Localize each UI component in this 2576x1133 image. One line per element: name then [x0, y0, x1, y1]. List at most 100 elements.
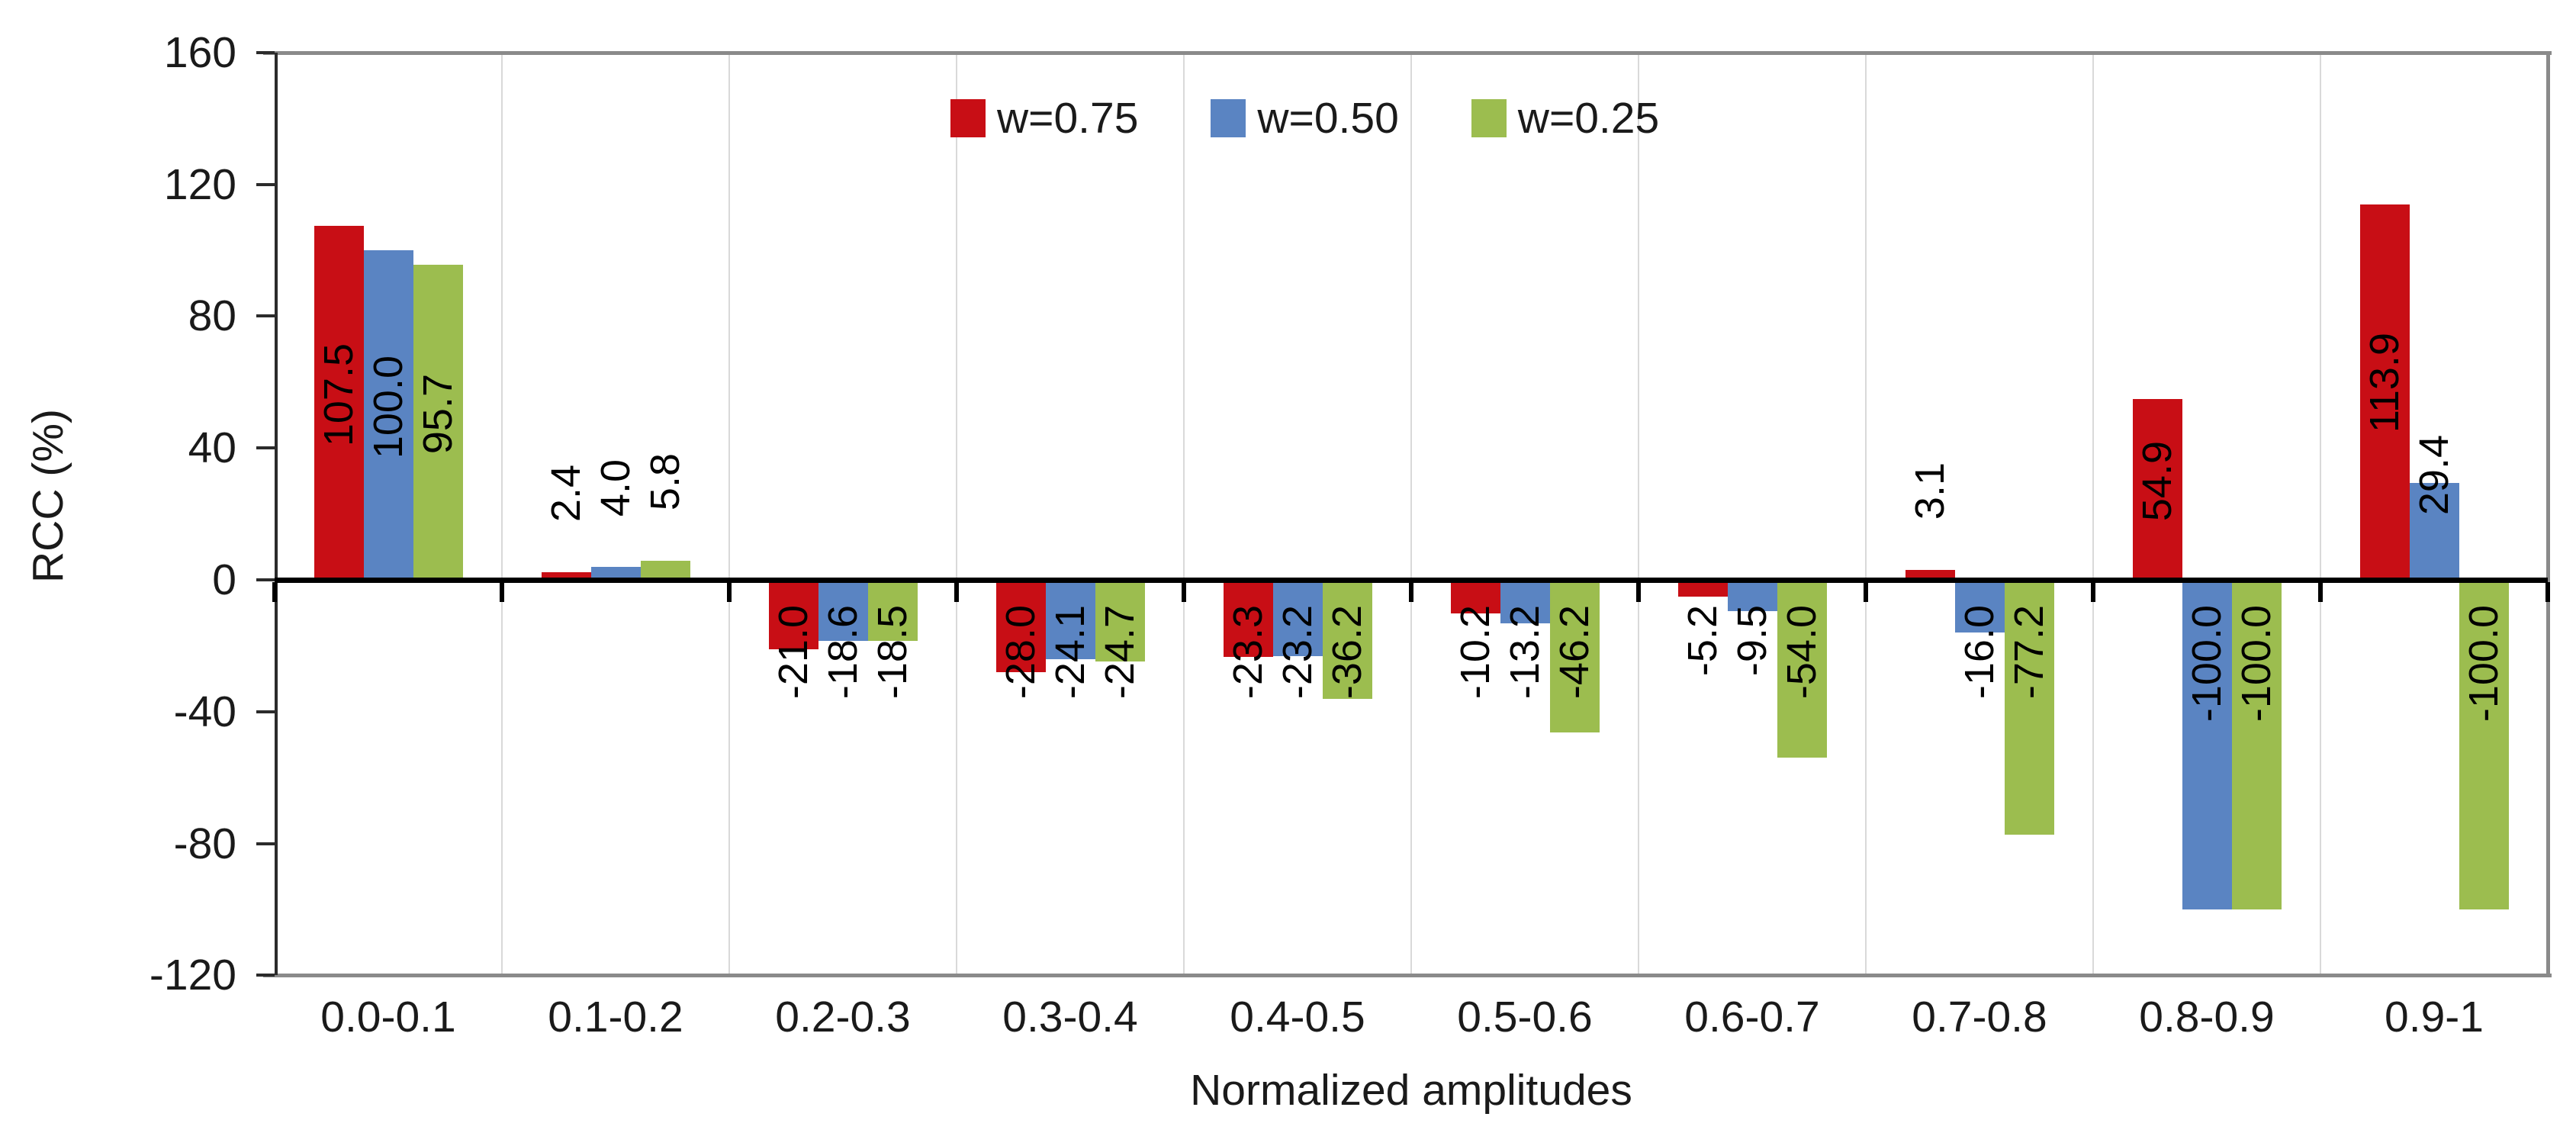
bar-data-label: -36.2	[1324, 605, 1370, 700]
x-axis-tick	[2091, 582, 2095, 602]
bar-w=0.50-0.0-0.1	[363, 250, 413, 580]
bar-w=0.25-0.7-0.8	[2004, 580, 2054, 835]
y-axis-tick	[256, 314, 275, 318]
category-gridline	[956, 53, 957, 975]
y-tick-label: -40	[173, 687, 236, 736]
category-gridline	[501, 53, 503, 975]
plot-border-right	[2546, 53, 2550, 977]
bar-w=0.50-0.5-0.6	[1500, 580, 1550, 624]
bar-w=0.50-0.4-0.5	[1272, 580, 1323, 657]
x-axis-tick	[1864, 582, 1868, 602]
bar-data-label: -16.0	[1957, 605, 2002, 700]
bar-data-label: -23.2	[1275, 605, 1320, 700]
plot-border-bottom	[263, 974, 2552, 977]
bar-w=0.50-0.6-0.7	[1727, 580, 1777, 612]
category-gridline	[728, 53, 730, 975]
y-tick-label: 0	[212, 555, 236, 604]
bar-w=0.50-0.9-1	[2409, 482, 2459, 580]
bar-data-label: -5.2	[1680, 605, 1725, 677]
bar-data-label: 107.5	[316, 343, 362, 446]
y-axis-tick	[256, 578, 275, 581]
x-category-label: 0.0-0.1	[320, 993, 456, 1041]
bar-w=0.25-0.9-1	[2459, 580, 2509, 909]
bar-data-label: 2.4	[543, 464, 589, 522]
y-axis-tick	[256, 710, 275, 713]
y-axis-tick	[256, 446, 275, 450]
legend-item-w=0.75: w=0.75	[950, 93, 1138, 143]
x-category-label: 0.4-0.5	[1230, 993, 1365, 1041]
bar-data-label: -100.0	[2184, 605, 2230, 723]
y-axis-tick	[256, 182, 275, 186]
bar-w=0.75-0.9-1	[2359, 204, 2410, 580]
bar-data-label: 54.9	[2134, 441, 2180, 522]
y-axis-tick	[256, 842, 275, 845]
bar-w=0.50-0.3-0.4	[1045, 580, 1095, 660]
bar-data-label: 5.8	[642, 452, 688, 511]
category-gridline	[1638, 53, 1639, 975]
bar-w=0.50-0.2-0.3	[818, 580, 868, 642]
bar-data-label: 3.1	[1907, 462, 1953, 520]
bar-w=0.75-0.6-0.7	[1677, 580, 1728, 597]
bar-data-label: -10.2	[1452, 605, 1498, 700]
bar-w=0.75-0.5-0.6	[1450, 580, 1500, 614]
bar-w=0.75-0.4-0.5	[1223, 580, 1273, 657]
bar-w=0.25-0.4-0.5	[1322, 580, 1372, 700]
x-category-label: 0.9-1	[2385, 993, 2484, 1041]
bar-data-label: -13.2	[1502, 605, 1548, 700]
bar-w=0.25-0.8-0.9	[2231, 580, 2282, 909]
bar-data-label: -24.1	[1047, 605, 1093, 700]
bar-w=0.25-0.5-0.6	[1549, 580, 1600, 732]
x-category-label: 0.3-0.4	[1002, 993, 1138, 1041]
x-category-label: 0.8-0.9	[2139, 993, 2275, 1041]
x-category-label: 0.1-0.2	[548, 993, 683, 1041]
x-axis-tick	[2545, 582, 2550, 602]
x-axis-tick	[2318, 582, 2323, 602]
bar-w=0.50-0.8-0.9	[2182, 580, 2232, 909]
legend-label: w=0.50	[1257, 94, 1399, 143]
bar-w=0.75-0.1-0.2	[541, 571, 591, 580]
bar-data-label: 100.0	[365, 356, 411, 459]
y-axis-tick	[256, 974, 275, 977]
y-tick-label: 40	[188, 423, 236, 473]
bar-w=0.75-0.7-0.8	[1905, 569, 1955, 580]
x-axis-zero-line	[275, 578, 2548, 583]
legend: w=0.75 w=0.50 w=0.25	[950, 93, 1659, 143]
x-axis-tick	[954, 582, 959, 602]
bar-data-label: -28.0	[998, 605, 1044, 700]
legend-item-w=0.25: w=0.25	[1471, 93, 1659, 143]
y-tick-label: 120	[163, 159, 236, 209]
x-axis-tick	[272, 582, 277, 602]
bar-data-label: -77.2	[2006, 605, 2052, 700]
plot-border-top	[263, 51, 2552, 55]
bar-data-label: 29.4	[2411, 434, 2457, 516]
bar-data-label: 113.9	[2362, 332, 2407, 433]
y-axis-tick	[256, 50, 275, 54]
y-tick-label: 160	[163, 27, 236, 77]
bar-data-label: -23.3	[1225, 605, 1271, 700]
bar-data-label: -21.0	[770, 605, 816, 700]
x-axis-tick	[727, 582, 732, 602]
x-axis-title: Normalized amplitudes	[1190, 1066, 1632, 1115]
legend-swatch-icon	[1471, 99, 1507, 137]
bar-w=0.25-0.2-0.3	[867, 580, 918, 641]
legend-swatch-icon	[1211, 99, 1246, 137]
bar-data-label: -9.5	[1729, 605, 1775, 677]
bar-data-label: 4.0	[593, 459, 638, 517]
bar-w=0.25-0.1-0.2	[640, 560, 690, 580]
bar-w=0.75-0.3-0.4	[995, 580, 1046, 672]
bar-data-label: -54.0	[1779, 605, 1825, 700]
bar-data-label: 95.7	[415, 374, 461, 455]
bar-data-label: -18.5	[870, 605, 915, 700]
category-gridline	[2320, 53, 2321, 975]
y-axis-line	[275, 53, 278, 975]
bar-w=0.50-0.1-0.2	[590, 566, 641, 580]
bar-data-label: -24.7	[1097, 605, 1143, 700]
category-gridline	[1183, 53, 1185, 975]
bar-w=0.25-0.3-0.4	[1095, 580, 1145, 661]
legend-swatch-icon	[950, 99, 986, 137]
category-gridline	[1865, 53, 1867, 975]
x-category-label: 0.7-0.8	[1912, 993, 2047, 1041]
x-axis-tick	[1636, 582, 1641, 602]
